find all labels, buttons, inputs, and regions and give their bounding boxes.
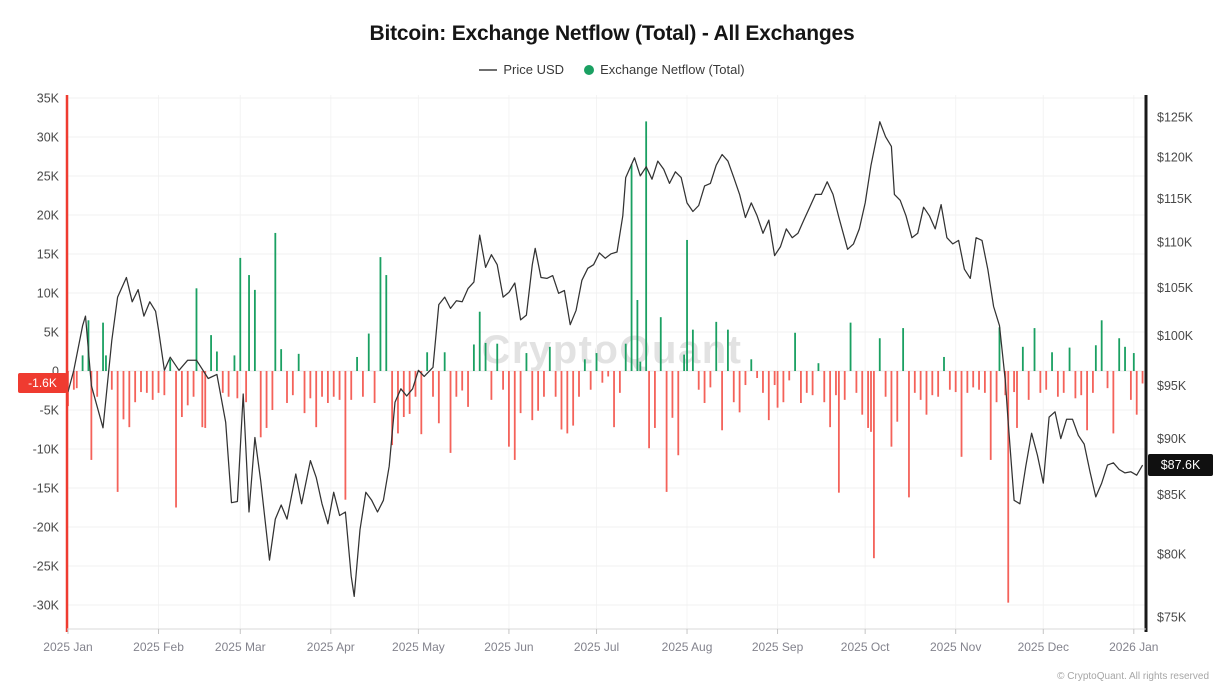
svg-text:2025 Jul: 2025 Jul [574,640,619,654]
svg-text:25K: 25K [37,170,60,184]
price-current-badge: $87.6K [1148,454,1213,476]
svg-text:2025 Oct: 2025 Oct [841,640,890,654]
svg-text:$85K: $85K [1157,488,1187,502]
legend-netflow-label: Exchange Netflow (Total) [600,62,745,77]
cryptoquant-watermark: CryptoQuant [481,328,743,372]
price-line-icon [479,68,498,71]
svg-text:5K: 5K [44,326,60,340]
svg-text:2025 Dec: 2025 Dec [1018,640,1069,654]
legend-item-netflow[interactable]: Exchange Netflow (Total) [584,62,745,77]
svg-text:$95K: $95K [1157,379,1187,393]
svg-text:20K: 20K [37,209,60,223]
svg-text:$105K: $105K [1157,281,1194,295]
svg-text:30K: 30K [37,131,60,145]
svg-text:-5K: -5K [40,404,60,418]
svg-text:2025 Apr: 2025 Apr [307,640,355,654]
netflow-current-badge: -1.6K [18,373,67,393]
svg-text:2025 Sep: 2025 Sep [752,640,804,654]
svg-text:$125K: $125K [1157,111,1194,125]
svg-text:$80K: $80K [1157,547,1187,561]
svg-text:2025 Mar: 2025 Mar [215,640,266,654]
svg-text:2025 Jun: 2025 Jun [484,640,533,654]
netflow-dot-icon [584,64,595,75]
svg-text:2025 Nov: 2025 Nov [930,640,981,654]
legend-price-label: Price USD [503,62,565,77]
svg-text:15K: 15K [37,248,60,262]
svg-text:2025 Jan: 2025 Jan [43,640,92,654]
svg-text:$100K: $100K [1157,329,1194,343]
svg-text:2026 Jan: 2026 Jan [1109,640,1158,654]
svg-text:2025 Aug: 2025 Aug [662,640,713,654]
svg-text:35K: 35K [37,92,60,106]
svg-text:$75K: $75K [1157,611,1187,625]
svg-text:10K: 10K [37,287,60,301]
legend-item-price[interactable]: Price USD [479,62,564,77]
chart-title: Bitcoin: Exchange Netflow (Total) - All … [369,22,855,45]
svg-text:2025 Feb: 2025 Feb [133,640,184,654]
svg-text:2025 May: 2025 May [392,640,445,654]
svg-text:-30K: -30K [33,599,60,613]
svg-text:$115K: $115K [1157,192,1193,206]
chart-legend: Price USD Exchange Netflow (Total) [0,62,1224,77]
svg-text:0: 0 [52,365,59,379]
svg-text:$90K: $90K [1157,432,1187,446]
svg-text:-15K: -15K [33,482,60,496]
svg-text:$120K: $120K [1157,150,1194,164]
svg-text:-25K: -25K [33,560,60,574]
svg-text:-10K: -10K [33,443,60,457]
svg-text:-20K: -20K [33,521,60,535]
copyright-notice: © CryptoQuant. All rights reserved [1057,671,1209,682]
svg-text:$110K: $110K [1157,236,1193,250]
